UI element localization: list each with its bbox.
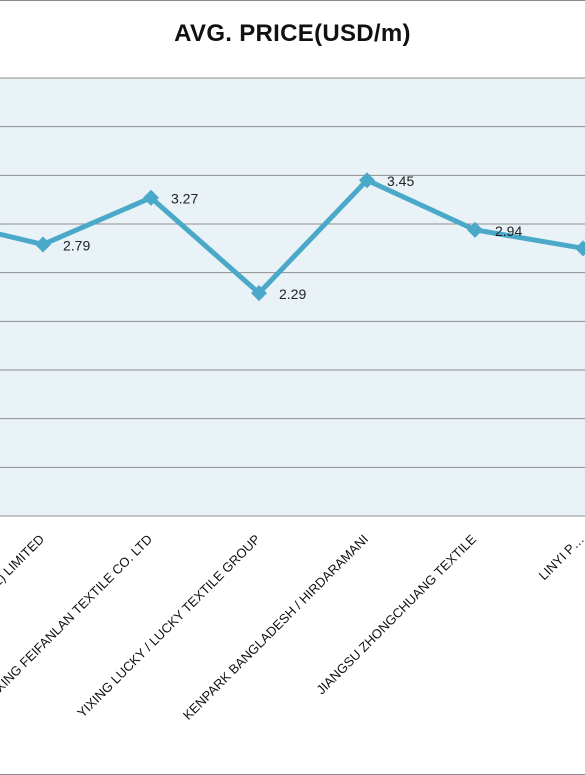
chart-title: AVG. PRICE(USD/m) bbox=[174, 20, 411, 47]
data-point-marker bbox=[575, 240, 585, 257]
data-label: 3.45 bbox=[387, 173, 414, 189]
x-tick-labels: … TEXTILE…ERPRISES (PRIVATE) LIMITEDSHAO… bbox=[0, 531, 585, 722]
data-point-marker bbox=[251, 285, 267, 302]
gridlines bbox=[0, 77, 585, 517]
x-tick-label: KENPARK BANGLADESH / HIRDARAMANI bbox=[180, 532, 371, 723]
x-tick-label: YIXING LUCKY / LUCKY TEXTILE GROUP bbox=[74, 532, 263, 721]
data-labels: 2.79 3.27 2.29 3.45 2.94 bbox=[63, 173, 522, 302]
data-point-marker bbox=[467, 221, 483, 238]
data-label: 2.29 bbox=[279, 286, 306, 302]
plot-background bbox=[0, 78, 585, 516]
data-point-marker bbox=[359, 172, 375, 189]
plot-area bbox=[0, 78, 585, 516]
x-tick-label: LINYI P… bbox=[536, 532, 585, 583]
data-point-marker bbox=[35, 236, 51, 253]
data-label: 3.27 bbox=[171, 191, 198, 207]
data-label: 2.79 bbox=[63, 237, 90, 253]
data-point-marker bbox=[143, 189, 159, 206]
series-markers bbox=[35, 172, 585, 302]
data-label: 2.94 bbox=[495, 223, 522, 239]
